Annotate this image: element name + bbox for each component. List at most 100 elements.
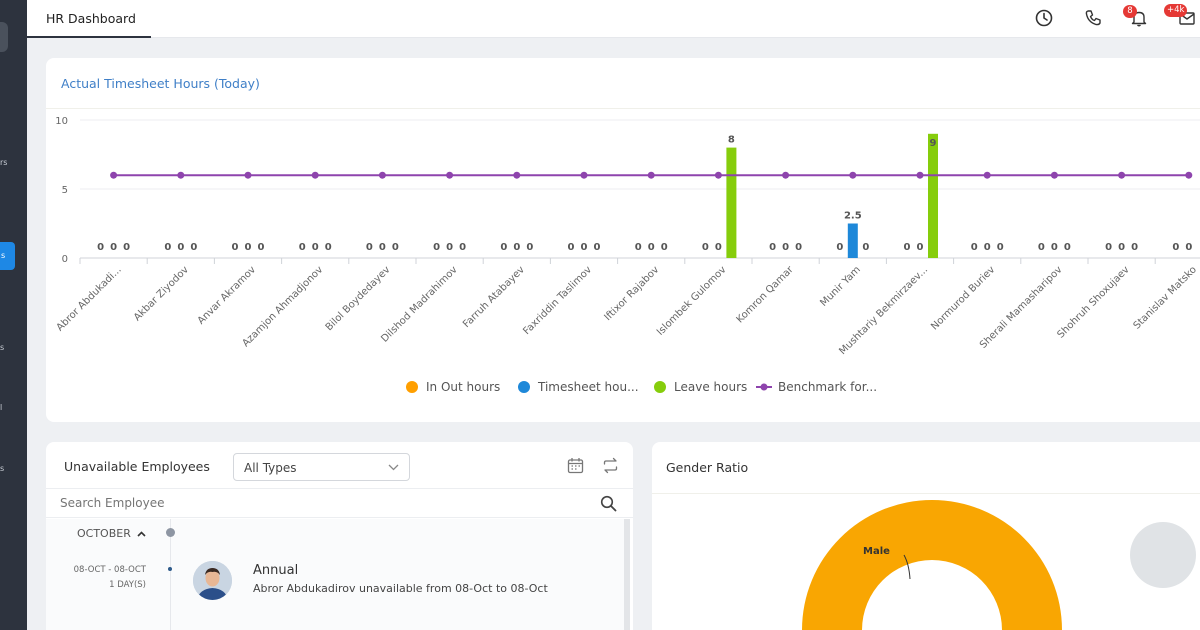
data-label: 0	[299, 242, 306, 253]
legend-label: Benchmark for...	[778, 380, 877, 394]
donut-slice-male	[802, 500, 1062, 630]
data-label: 0	[971, 242, 978, 253]
sidebar-item-active[interactable]: s	[0, 242, 15, 270]
messages-badge: +4k	[1164, 4, 1188, 17]
data-label: 0	[459, 242, 466, 253]
sidebar-item-1[interactable]: rs	[0, 158, 8, 167]
data-label: 0	[1105, 242, 1112, 253]
entry-days: 1 DAY(S)	[109, 580, 146, 590]
calendar-icon[interactable]	[567, 457, 584, 474]
data-label: 0	[715, 242, 722, 253]
data-label: 0	[997, 242, 1004, 253]
data-label: 0	[232, 242, 239, 253]
month-header[interactable]: OCTOBER	[77, 527, 146, 540]
clock-icon[interactable]	[1034, 8, 1054, 28]
data-label: 0	[446, 242, 453, 253]
search-row	[46, 488, 633, 518]
benchmark-point	[311, 171, 319, 179]
entry-date-range: 08-OCT - 08-OCT	[73, 565, 146, 575]
data-label: 0	[648, 242, 655, 253]
bar-timesheet-hou	[847, 223, 858, 258]
benchmark-point	[177, 171, 185, 179]
benchmark-point	[244, 171, 252, 179]
benchmark-point	[983, 171, 991, 179]
data-label: 0	[245, 242, 252, 253]
data-label: 0	[500, 242, 507, 253]
sidebar-item-5[interactable]: s	[0, 464, 5, 473]
data-label: 0	[795, 242, 802, 253]
label-male: Male	[863, 546, 890, 557]
data-label: 0	[97, 242, 104, 253]
data-label: 0	[635, 242, 642, 253]
legend-marker	[518, 381, 530, 393]
gender-ratio-card: Gender Ratio Male	[652, 442, 1200, 630]
data-label: 0	[782, 242, 789, 253]
phone-icon[interactable]	[1083, 8, 1103, 28]
category-label: Stanislav Matsko	[1132, 264, 1199, 331]
category-label: Islombek Gulomov	[655, 264, 729, 338]
data-label: 0	[1064, 242, 1071, 253]
sidebar-item-3[interactable]: s	[0, 343, 5, 352]
benchmark-point	[1185, 171, 1193, 179]
type-filter-select[interactable]: All Types	[233, 453, 410, 481]
data-label: 0	[661, 242, 668, 253]
type-filter-value: All Types	[244, 461, 297, 475]
refresh-icon[interactable]	[602, 457, 619, 474]
data-label: 0	[177, 242, 184, 253]
data-label: 0	[1038, 242, 1045, 253]
benchmark-point	[849, 171, 857, 179]
data-label: 2.5	[844, 211, 862, 222]
data-label: 0	[258, 242, 265, 253]
benchmark-point	[378, 171, 386, 179]
entry-description: Abror Abdukadirov unavailable from 08-Oc…	[253, 582, 548, 595]
list-scrollbar[interactable]	[624, 519, 630, 630]
data-label: 0	[110, 242, 117, 253]
category-label: Shohruh Shoxujaev	[1055, 264, 1131, 340]
data-label: 0	[917, 242, 924, 253]
data-label: 0	[594, 242, 601, 253]
category-label: Dilshod Madrahimov	[379, 264, 459, 344]
data-label: 0	[366, 242, 373, 253]
divider	[46, 108, 1200, 109]
legend-marker	[760, 383, 768, 391]
category-label: Bilol Boydedayev	[324, 264, 393, 333]
data-label: 0	[702, 242, 709, 253]
benchmark-point	[647, 171, 655, 179]
top-bar: HR Dashboard 8 +4k	[27, 0, 1200, 38]
timeline-entry-dot	[168, 567, 172, 571]
data-label: 0	[1051, 242, 1058, 253]
legend-marker	[406, 381, 418, 393]
tab-hr-dashboard[interactable]: HR Dashboard	[27, 0, 151, 38]
data-label: 0	[433, 242, 440, 253]
data-label: 0	[312, 242, 319, 253]
data-label: 0	[984, 242, 991, 253]
data-label: 0	[769, 242, 776, 253]
benchmark-point	[110, 171, 118, 179]
benchmark-point	[714, 171, 722, 179]
tab-label: HR Dashboard	[46, 11, 136, 26]
category-label: Farruh Atabayev	[461, 264, 527, 330]
data-label: 0	[164, 242, 171, 253]
avatar[interactable]	[193, 561, 232, 600]
timesheet-card: Actual Timesheet Hours (Today) 0 5 10 0 0 0 Ab…	[46, 58, 1200, 422]
category-label: Komron Qamar	[735, 264, 797, 326]
category-label: Anvar Akramov	[196, 264, 258, 326]
timesheet-title: Actual Timesheet Hours (Today)	[61, 76, 260, 91]
data-label: 0	[1118, 242, 1125, 253]
timeline-month-dot	[166, 528, 175, 537]
search-employee-input[interactable]	[60, 496, 560, 510]
data-label: 0	[904, 242, 911, 253]
y-tick-label: 5	[62, 185, 68, 196]
search-icon[interactable]	[600, 495, 617, 512]
data-label: 0	[1131, 242, 1138, 253]
benchmark-point	[1050, 171, 1058, 179]
data-label: 0	[1185, 242, 1192, 253]
chevron-up-icon	[137, 531, 146, 537]
category-label: Akbar Ziyodov	[132, 264, 191, 323]
sidebar-item-4[interactable]: l	[0, 403, 3, 412]
y-tick-label: 0	[62, 254, 68, 265]
timeline-line	[170, 519, 171, 630]
gender-bubble	[1130, 522, 1196, 588]
benchmark-point	[916, 171, 924, 179]
